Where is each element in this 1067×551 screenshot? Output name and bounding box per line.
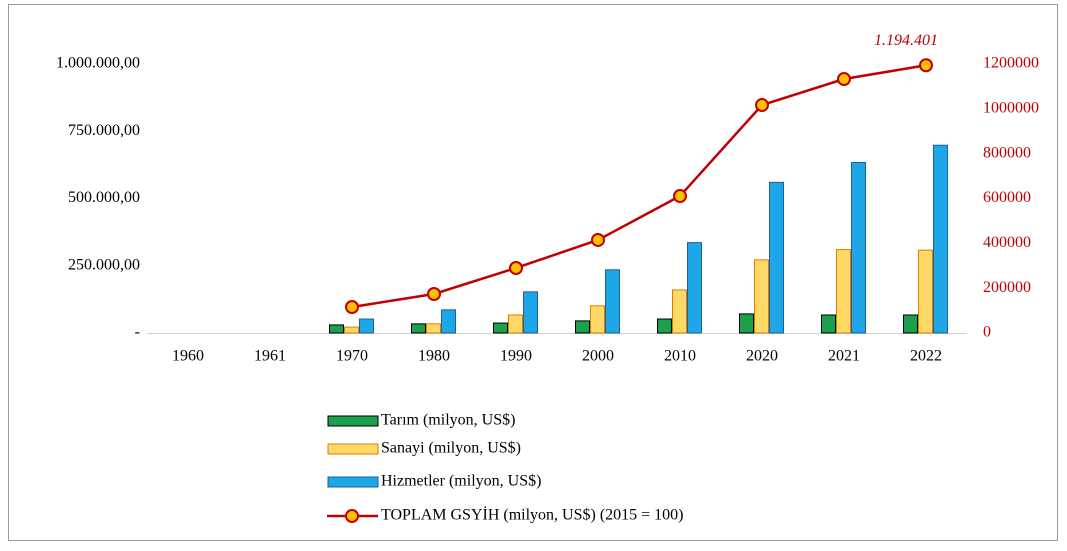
legend-marker xyxy=(345,509,359,523)
x-tick-label: 1990 xyxy=(500,348,532,365)
y2-tick-label: 1200000 xyxy=(983,55,1039,72)
bar xyxy=(918,249,933,334)
bar xyxy=(754,259,769,334)
bar xyxy=(359,318,374,334)
marker xyxy=(345,299,359,314)
marker xyxy=(755,98,769,113)
bar xyxy=(821,314,836,334)
x-tick-label: 1961 xyxy=(254,348,286,365)
x-tick-label: 2021 xyxy=(828,348,860,365)
legend-label: TOPLAM GSYİH (milyon, US$) (2015 = 100) xyxy=(381,506,684,524)
y2-tick-label: 600000 xyxy=(983,189,1031,206)
marker xyxy=(837,72,851,87)
x-tick-label: 2022 xyxy=(910,348,942,365)
bar xyxy=(426,323,441,334)
legend-label: Tarım (milyon, US$) xyxy=(381,412,515,429)
y-tick-label: 750.000,00 xyxy=(68,122,140,139)
bar xyxy=(493,322,508,334)
y-tick-label: 1.000.000,00 xyxy=(56,55,140,72)
bar xyxy=(933,144,948,334)
bar xyxy=(851,161,866,334)
bar xyxy=(590,305,605,334)
marker xyxy=(919,58,933,73)
x-tick-label: 2000 xyxy=(582,348,614,365)
legend-swatch xyxy=(327,415,379,427)
bar xyxy=(836,249,851,334)
bar xyxy=(523,291,538,334)
legend-swatch xyxy=(327,476,379,488)
bar xyxy=(575,320,590,334)
y-tick-label: - xyxy=(135,324,140,341)
bar xyxy=(769,181,784,334)
marker xyxy=(673,189,687,204)
chart-frame xyxy=(8,4,1058,541)
marker xyxy=(591,232,605,247)
y-tick-label: 500.000,00 xyxy=(68,189,140,206)
y2-tick-label: 200000 xyxy=(983,279,1031,296)
bar xyxy=(903,314,918,334)
bar xyxy=(411,323,426,334)
bar xyxy=(672,289,687,334)
bar xyxy=(687,242,702,334)
marker xyxy=(509,260,523,275)
bar xyxy=(508,314,523,334)
legend-label: Hizmetler (milyon, US$) xyxy=(381,473,541,490)
x-tick-label: 1970 xyxy=(336,348,368,365)
y2-tick-label: 400000 xyxy=(983,234,1031,251)
marker xyxy=(427,286,441,301)
bar xyxy=(344,326,359,334)
bar xyxy=(605,269,620,334)
x-tick-label: 1960 xyxy=(172,348,204,365)
line xyxy=(351,64,927,309)
y2-tick-label: 0 xyxy=(983,324,991,341)
x-tick-label: 2020 xyxy=(746,348,778,365)
legend-swatch xyxy=(327,443,379,455)
data-label: 1.194.401 xyxy=(874,32,938,49)
bar xyxy=(657,318,672,334)
y2-tick-label: 800000 xyxy=(983,144,1031,161)
x-tick-label: 1980 xyxy=(418,348,450,365)
bar xyxy=(441,309,456,334)
bar xyxy=(329,324,344,334)
legend-label: Sanayi (milyon, US$) xyxy=(381,440,521,457)
y2-tick-label: 1000000 xyxy=(983,100,1039,117)
x-tick-label: 2010 xyxy=(664,348,696,365)
y-tick-label: 250.000,00 xyxy=(68,256,140,273)
bar xyxy=(739,313,754,334)
